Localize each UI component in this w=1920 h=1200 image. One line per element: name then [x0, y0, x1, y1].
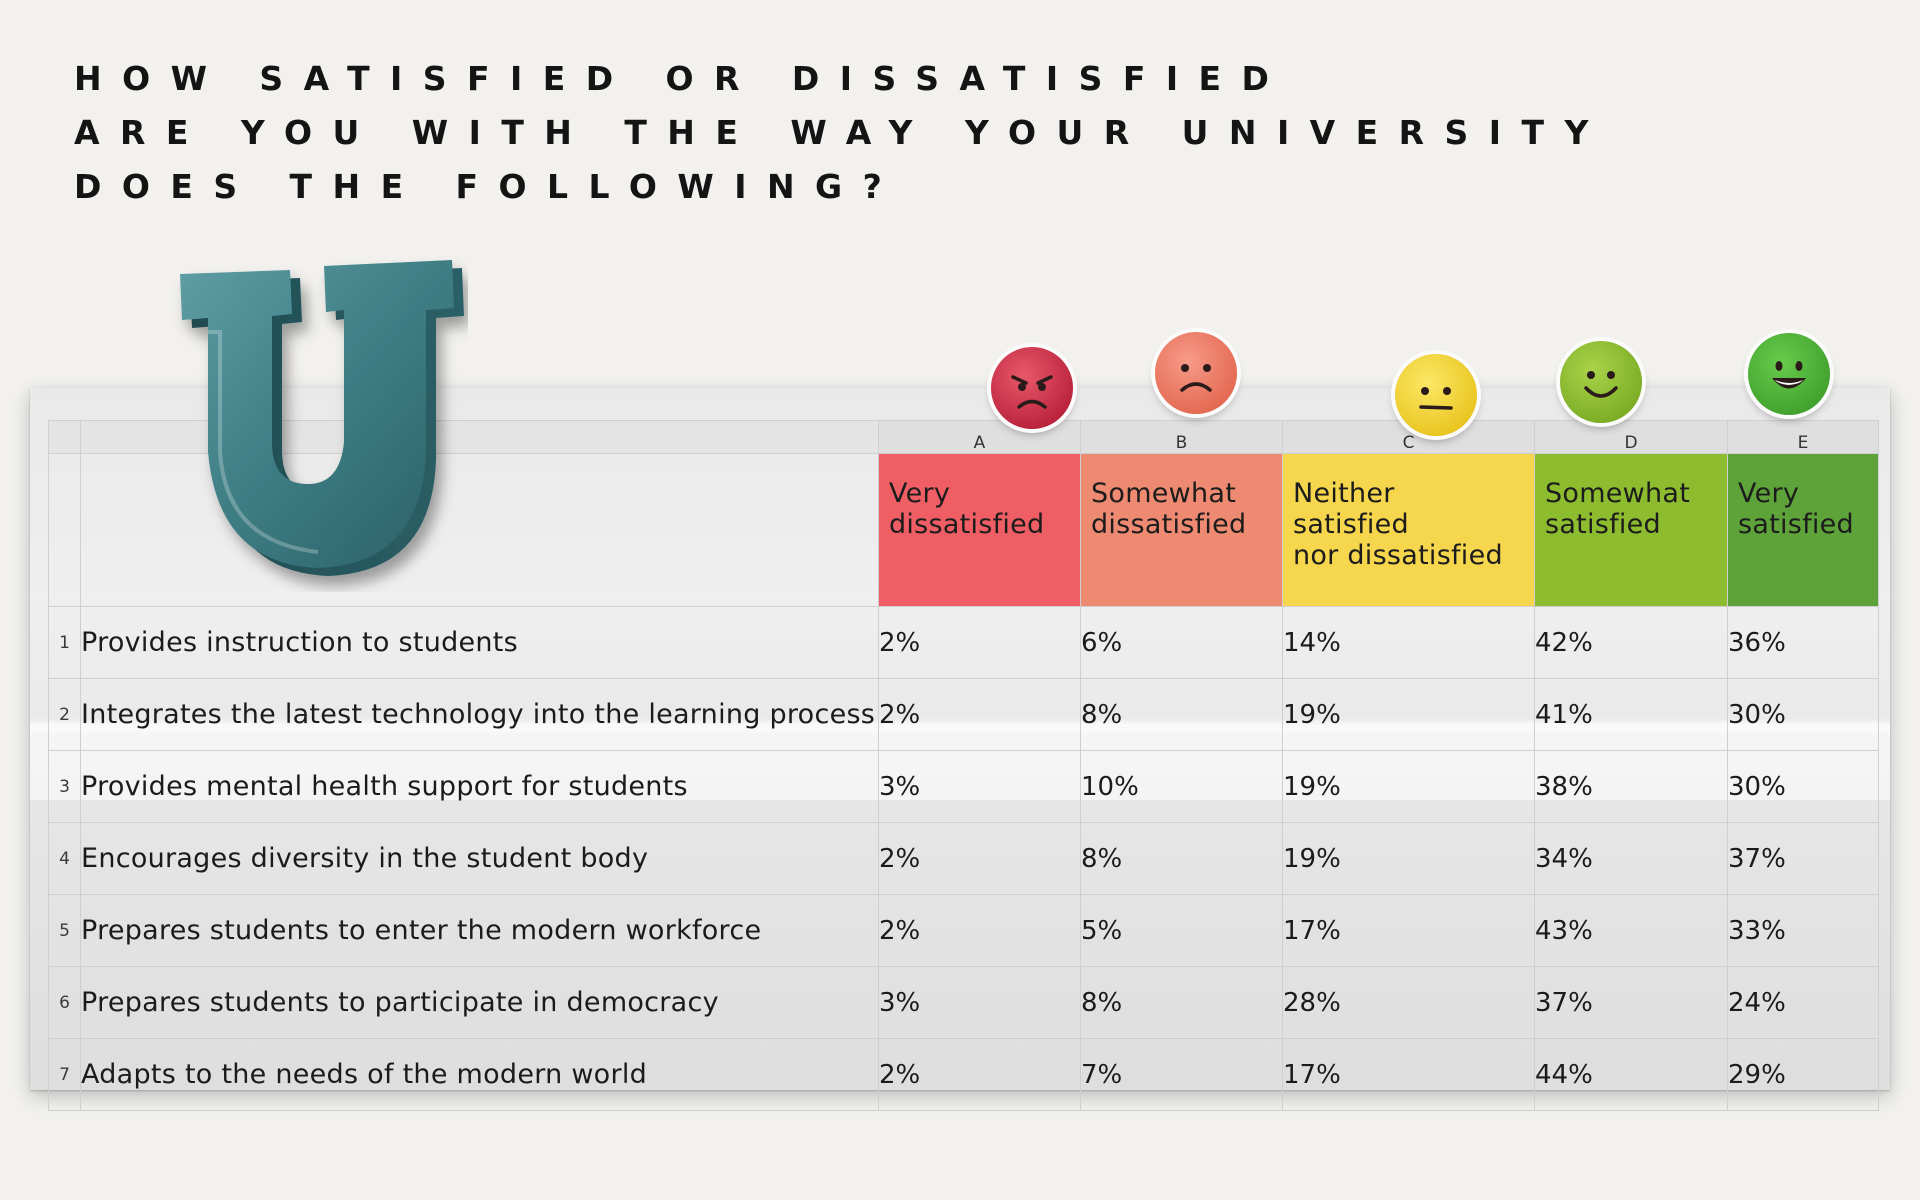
page-title: HOW SATISFIED OR DISSATISFIED ARE YOU WI…	[74, 52, 1609, 214]
survey-grid: A B C D E Very dissatisfied Somewhat dis…	[48, 420, 1879, 1111]
table-row: 2 Integrates the latest technology into …	[48, 678, 1879, 751]
value-cell: 34%	[1534, 822, 1728, 895]
row-label: Integrates the latest technology into th…	[80, 678, 879, 751]
row-number: 4	[48, 822, 81, 895]
header-line: Somewhat	[1545, 478, 1691, 509]
grinning-face-icon	[1748, 333, 1830, 415]
header-line: nor dissatisfied	[1293, 540, 1503, 571]
header-somewhat-dissatisfied: Somewhat dissatisfied	[1080, 453, 1283, 607]
value-cell: 2%	[878, 894, 1081, 967]
value-cell: 5%	[1080, 894, 1283, 967]
header-line: Very	[1738, 478, 1800, 509]
sad-face-icon	[1155, 332, 1237, 414]
table-row: 7 Adapts to the needs of the modern worl…	[48, 1038, 1879, 1111]
value-cell: 28%	[1282, 966, 1535, 1039]
value-cell: 19%	[1282, 822, 1535, 895]
row-label: Provides mental health support for stude…	[80, 750, 879, 823]
title-line-2: ARE YOU WITH THE WAY YOUR UNIVERSITY	[74, 113, 1609, 152]
value-cell: 42%	[1534, 606, 1728, 679]
value-cell: 36%	[1727, 606, 1879, 679]
row-number: 2	[48, 678, 81, 751]
value-cell: 14%	[1282, 606, 1535, 679]
header-neutral: Neither satisfied nor dissatisfied	[1282, 453, 1535, 607]
value-cell: 2%	[878, 1038, 1081, 1111]
value-cell: 3%	[878, 966, 1081, 1039]
table-row: 5 Prepares students to enter the modern …	[48, 894, 1879, 967]
value-cell: 29%	[1727, 1038, 1879, 1111]
header-line: dissatisfied	[1091, 509, 1247, 540]
row-number: 5	[48, 894, 81, 967]
value-cell: 33%	[1727, 894, 1879, 967]
row-label: Provides instruction to students	[80, 606, 879, 679]
row-number: 1	[48, 606, 81, 679]
header-line: Very	[889, 478, 951, 509]
value-cell: 10%	[1080, 750, 1283, 823]
value-cell: 30%	[1727, 678, 1879, 751]
value-cell: 19%	[1282, 678, 1535, 751]
row-label: Prepares students to participate in demo…	[80, 966, 879, 1039]
value-cell: 38%	[1534, 750, 1728, 823]
column-letter-d: D	[1534, 420, 1728, 454]
value-cell: 30%	[1727, 750, 1879, 823]
smiling-face-icon	[1560, 341, 1642, 423]
title-line-1: HOW SATISFIED OR DISSATISFIED	[74, 59, 1290, 98]
value-cell: 8%	[1080, 678, 1283, 751]
row-number: 3	[48, 750, 81, 823]
header-line: Neither	[1293, 478, 1395, 509]
table-row: 6 Prepares students to participate in de…	[48, 966, 1879, 1039]
value-cell: 19%	[1282, 750, 1535, 823]
header-row: Very dissatisfied Somewhat dissatisfied …	[48, 453, 1879, 607]
value-cell: 7%	[1080, 1038, 1283, 1111]
value-cell: 3%	[878, 750, 1081, 823]
value-cell: 24%	[1727, 966, 1879, 1039]
value-cell: 2%	[878, 678, 1081, 751]
value-cell: 6%	[1080, 606, 1283, 679]
table-row: 1 Provides instruction to students 2% 6%…	[48, 606, 1879, 679]
header-somewhat-satisfied: Somewhat satisfied	[1534, 453, 1728, 607]
header-line: dissatisfied	[889, 509, 1045, 540]
value-cell: 2%	[878, 822, 1081, 895]
header-num-cell	[48, 453, 81, 607]
value-cell: 2%	[878, 606, 1081, 679]
title-line-3: DOES THE FOLLOWING?	[74, 167, 903, 206]
row-number: 6	[48, 966, 81, 1039]
value-cell: 17%	[1282, 1038, 1535, 1111]
table-row: 4 Encourages diversity in the student bo…	[48, 822, 1879, 895]
value-cell: 8%	[1080, 966, 1283, 1039]
survey-table: A B C D E Very dissatisfied Somewhat dis…	[48, 420, 1879, 1111]
university-u-logo	[168, 252, 468, 592]
value-cell: 17%	[1282, 894, 1535, 967]
header-very-satisfied: Very satisfied	[1727, 453, 1879, 607]
row-label: Prepares students to enter the modern wo…	[80, 894, 879, 967]
value-cell: 37%	[1534, 966, 1728, 1039]
value-cell: 37%	[1727, 822, 1879, 895]
row-number: 7	[48, 1038, 81, 1111]
value-cell: 41%	[1534, 678, 1728, 751]
value-cell: 44%	[1534, 1038, 1728, 1111]
header-line: satisfied	[1545, 509, 1661, 540]
angry-face-icon	[991, 347, 1073, 429]
row-label: Adapts to the needs of the modern world	[80, 1038, 879, 1111]
header-line: satisfied	[1293, 509, 1409, 540]
header-line: Somewhat	[1091, 478, 1237, 509]
header-very-dissatisfied: Very dissatisfied	[878, 453, 1081, 607]
column-letter-b: B	[1080, 420, 1283, 454]
value-cell: 8%	[1080, 822, 1283, 895]
neutral-face-icon	[1395, 354, 1477, 436]
value-cell: 43%	[1534, 894, 1728, 967]
table-row: 3 Provides mental health support for stu…	[48, 750, 1879, 823]
header-line: satisfied	[1738, 509, 1854, 540]
corner-cell	[48, 420, 81, 454]
column-letter-e: E	[1727, 420, 1879, 454]
row-label: Encourages diversity in the student body	[80, 822, 879, 895]
